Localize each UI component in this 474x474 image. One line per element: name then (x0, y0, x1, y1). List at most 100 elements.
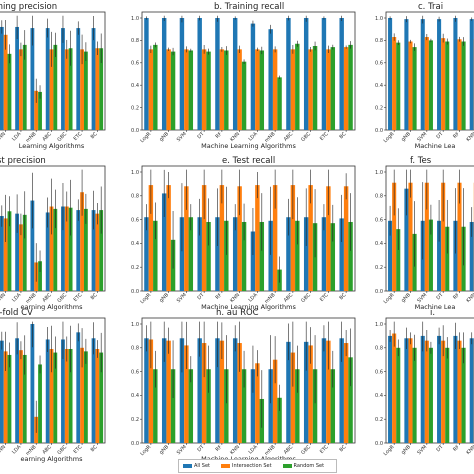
bar-all-set-dt (197, 217, 202, 291)
bar-random-set-rf (224, 50, 229, 131)
x-tick-label-knn: KNN (0, 131, 7, 143)
bar-random-set-svm (428, 219, 433, 291)
x-tick-label-logr: LogR (383, 292, 396, 305)
x-axis-label: Machine Learning Algorithms (201, 303, 296, 311)
bar-all-set-rf (453, 220, 458, 291)
bar-all-set-gbc (303, 341, 309, 443)
bar-all-set-gbc (303, 18, 309, 130)
panel-title: f. Tes (410, 156, 432, 166)
bar-random-set-rf (461, 41, 466, 130)
figure-legend: All Set Intersection Set Random Set (178, 459, 338, 473)
x-tick-label-svm: SVM (416, 292, 428, 304)
bar-random-set-mnb (38, 364, 42, 443)
panel-8: h. au ROC 0.0 0.2 0.4 0.6 0.8 1.0 LogR gNB SVM DT R… (131, 308, 356, 463)
bar-intersection-set-etc (80, 192, 84, 291)
bar-intersection-set-dt (201, 343, 207, 443)
bar-random-set-abc (53, 44, 58, 130)
bar-random-set-etc (330, 47, 336, 131)
bar-all-set-svm (179, 217, 185, 291)
y-tick-label: 0.6 (375, 61, 383, 67)
y-tick-label: 0.4 (375, 241, 383, 247)
legend-item-random-set: Random Set (282, 463, 324, 469)
y-tick-label: 0.4 (131, 83, 139, 89)
bar-all-set-svm (420, 19, 425, 130)
y-tick-label: 0.6 (131, 369, 139, 375)
bar-intersection-set-svm (424, 182, 429, 291)
x-tick-label-svm: SVM (176, 131, 188, 143)
bar-intersection-set-etc (326, 49, 331, 130)
y-tick-label: 0.0 (131, 289, 139, 295)
bar-random-set-abc (53, 208, 58, 291)
bar-intersection-set-etc (326, 340, 331, 443)
bar-all-set-rf (215, 18, 220, 130)
bar-all-set-lda (15, 26, 20, 130)
x-tick-label-knn: KNN (465, 444, 474, 456)
x-tick-label-lda: LDA (11, 131, 23, 143)
x-tick-label-gnb: gNB (158, 131, 170, 143)
legend-item-intersection-set: Intersection Set (221, 463, 272, 469)
x-tick-label-rf: RF (215, 292, 224, 301)
bar-all-set-knn (232, 18, 238, 130)
x-tick-label-gnb: gNB (400, 444, 412, 456)
bar-intersection-set-gbc (64, 206, 69, 291)
x-tick-label-lda: LDA (247, 444, 259, 456)
bar-random-set-bc (99, 48, 104, 130)
bar-intersection-set-svm (184, 345, 189, 443)
bar-intersection-set-knn (3, 218, 8, 291)
y-tick-label: 1.0 (131, 16, 139, 22)
bar-random-set-lda (22, 214, 27, 291)
bar-intersection-set-mnb (272, 185, 278, 291)
bar-intersection-set-dt (201, 49, 207, 130)
bar-all-set-lda (15, 338, 20, 443)
plot-frame (141, 317, 356, 444)
panel-title: aining precision (0, 2, 57, 12)
x-tick-label-abc: ABC (41, 292, 53, 304)
bar-intersection-set-gbc (64, 348, 69, 443)
x-tick-label-lda: LDA (247, 131, 259, 143)
bar-all-set-dt (437, 335, 442, 443)
bar-random-set-mnb (38, 91, 42, 130)
bar-intersection-set-svm (184, 186, 189, 291)
bar-all-set-logr (144, 18, 149, 130)
y-tick-label: 1.0 (375, 16, 383, 22)
x-axis-label: Learning Algorithms (19, 142, 85, 150)
x-tick-label-gnb: gNB (158, 444, 170, 456)
bar-all-set-etc (321, 18, 327, 130)
bar-random-set-dt (206, 51, 211, 130)
bar-random-set-logr (153, 369, 158, 443)
bar-random-set-logr (153, 220, 158, 291)
bar-intersection-set-knn (237, 49, 242, 130)
bar-intersection-set-bc (343, 186, 349, 291)
x-tick-label-dt: DT (435, 292, 445, 302)
bar-random-set-rf (461, 347, 466, 443)
x-tick-label-svm: SVM (176, 292, 188, 304)
x-tick-label-gnb: gNB (400, 292, 412, 304)
bar-all-set-dt (197, 338, 202, 443)
x-tick-label-svm: SVM (176, 444, 188, 456)
panel-title: 0-fold CV (0, 308, 33, 318)
x-tick-label-lda: LDA (11, 292, 23, 304)
bar-intersection-set-rf (457, 182, 462, 291)
x-tick-label-dt: DT (435, 444, 445, 454)
bar-random-set-dt (206, 369, 211, 443)
legend-swatch-all-set (183, 464, 192, 468)
bar-all-set-rf (453, 335, 458, 443)
x-tick-label-logr: LogR (383, 444, 396, 457)
legend-swatch-random-set (282, 464, 292, 468)
bar-intersection-set-lda (19, 224, 23, 291)
bar-all-set-dt (437, 220, 442, 291)
bar-random-set-etc (83, 351, 88, 443)
x-tick-label-gnb: gNB (158, 292, 170, 304)
x-tick-label-abc: ABC (41, 444, 53, 456)
bar-intersection-set-lda (19, 350, 23, 443)
bar-intersection-set-gnb (408, 41, 413, 130)
y-tick-label: 0.6 (375, 217, 383, 223)
bar-random-set-knn (241, 369, 247, 443)
bar-all-set-abc (286, 217, 291, 291)
bar-intersection-set-dt (201, 185, 207, 291)
bar-random-set-dt (445, 347, 450, 443)
bar-all-set-knn (469, 19, 474, 130)
y-tick-label: 0.4 (131, 393, 139, 399)
panel-2: b. Training recall 0.0 0.2 0.4 0.6 0.8 1.0 LogR… (131, 2, 356, 150)
